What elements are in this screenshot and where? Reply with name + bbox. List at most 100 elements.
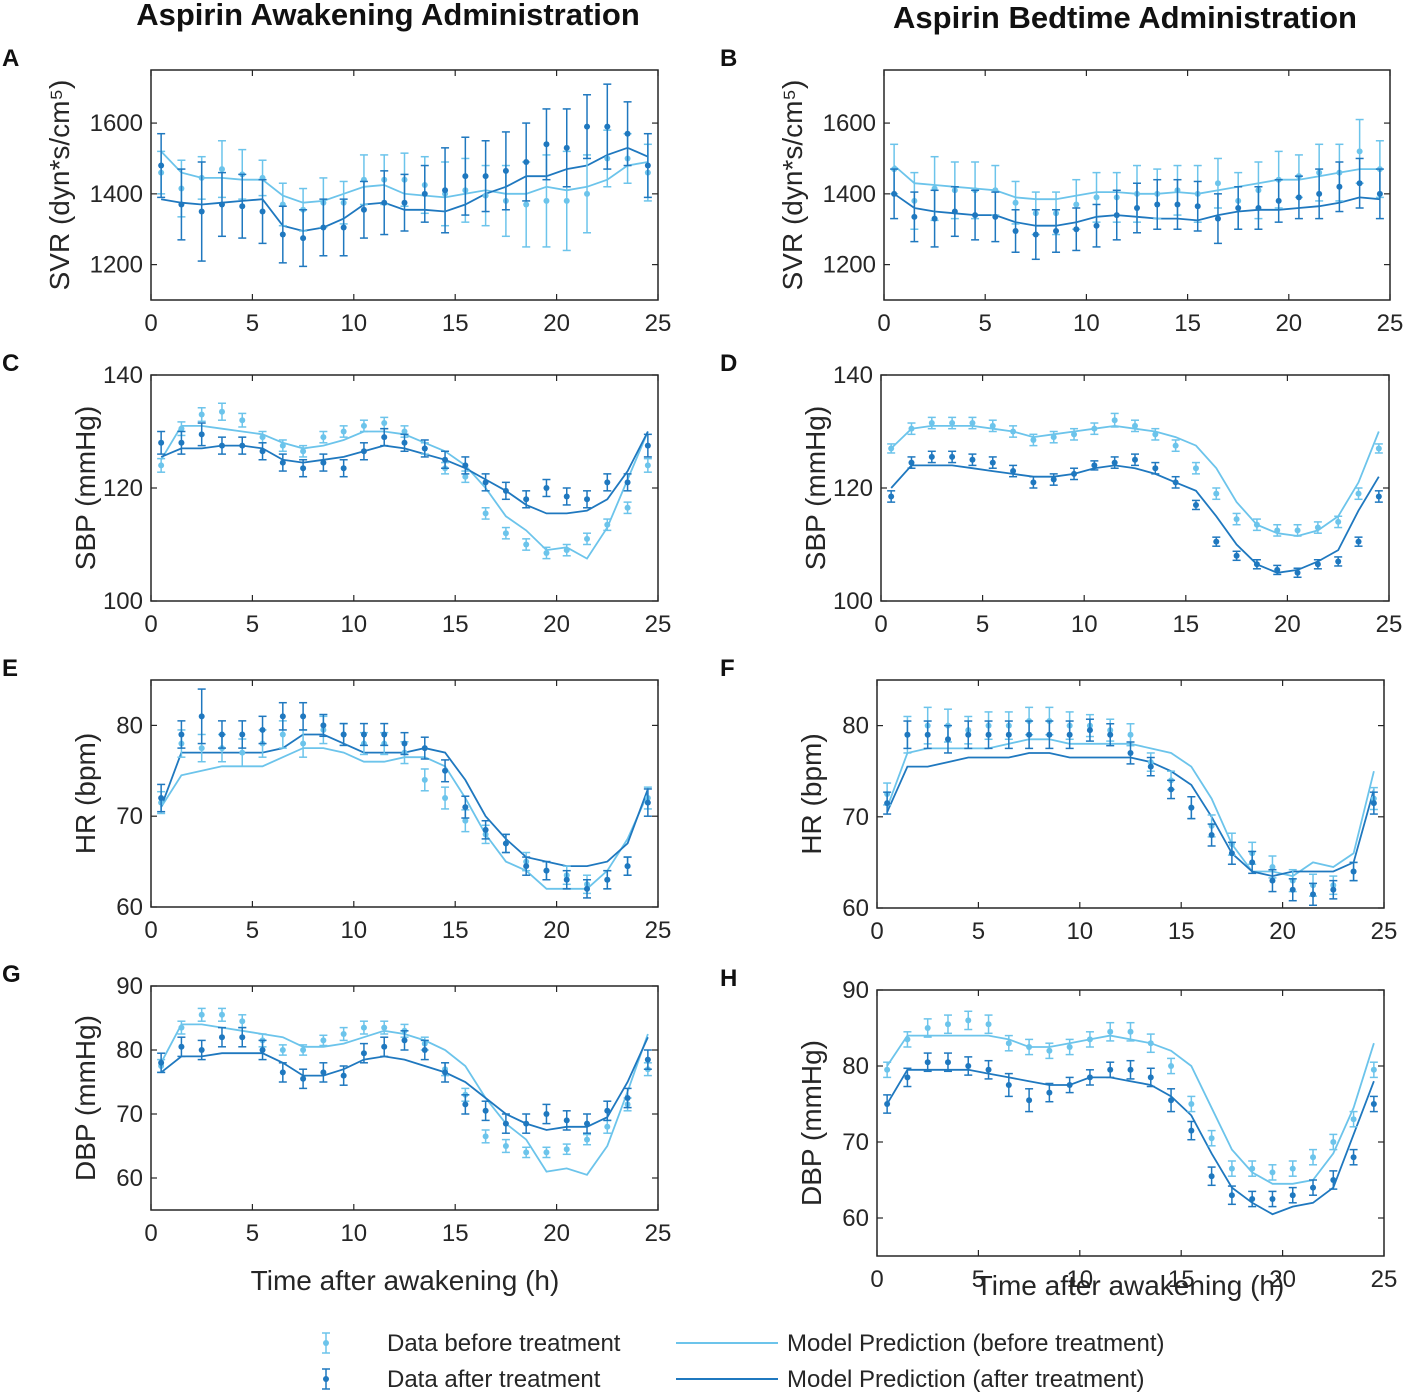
data-before-point — [178, 1024, 185, 1031]
data-after-point — [1336, 183, 1343, 190]
data-after-point — [523, 496, 530, 503]
y-tick-label: 100 — [833, 588, 873, 615]
data-before-point — [624, 504, 631, 511]
data-after-point — [1375, 493, 1382, 500]
y-axis-label: SBP (mmHg) — [70, 406, 101, 570]
data-after-point — [198, 208, 205, 215]
data-after-point — [462, 804, 469, 811]
axes-frame — [150, 69, 659, 301]
data-before-point — [523, 201, 530, 208]
data-after-point — [421, 1047, 428, 1053]
data-after-point — [1253, 561, 1260, 568]
data-before-point — [300, 1047, 307, 1053]
data-before-point — [1073, 201, 1080, 208]
data-after-point — [1053, 228, 1060, 234]
data-before-point — [1066, 1044, 1073, 1050]
data-before-point — [300, 740, 307, 747]
data-after-point — [320, 1069, 327, 1076]
data-after-point — [401, 1037, 408, 1044]
data-after-point — [1046, 731, 1053, 738]
data-after-point — [1269, 877, 1276, 884]
data-after-point — [888, 493, 895, 500]
data-after-point — [563, 1117, 570, 1124]
data-before-point — [604, 521, 611, 528]
data-before-point — [1208, 1135, 1215, 1142]
data-after-point — [911, 213, 918, 220]
model-line-before — [160, 747, 649, 890]
data-before-point — [1375, 445, 1382, 452]
x-tick-label: 20 — [1269, 1266, 1296, 1293]
x-tick-label: 5 — [246, 1220, 259, 1247]
axes-frame — [150, 374, 659, 602]
panel-A: A 0 5 10 15 20 25 1200 1400 1600 SVR (dyn*s/cm⁵) — [2, 45, 671, 337]
data-before-point — [584, 190, 591, 197]
data-before-point — [944, 1021, 951, 1028]
data-before-point — [462, 473, 469, 480]
y-tick-label: 80 — [842, 1053, 869, 1080]
data-before-point — [320, 434, 327, 441]
legend-point — [323, 1340, 329, 1346]
data-after-point — [158, 439, 165, 446]
data-after-point — [239, 1034, 246, 1041]
legend: Data before treatment Data after treatme… — [322, 1330, 1165, 1393]
data-after-point — [543, 141, 550, 148]
panel-letter-D: D — [720, 350, 737, 377]
data-after-point — [259, 726, 266, 733]
data-before-point — [442, 795, 449, 802]
legend-marker-data-before — [322, 1332, 330, 1354]
y-axis-label: HR (bpm) — [70, 733, 101, 854]
data-after-point — [624, 863, 631, 870]
data-before-point — [1253, 521, 1260, 528]
left-column-title: Aspirin Awakening Administration — [136, 0, 640, 32]
data-before-point — [1093, 194, 1100, 201]
data-after-point — [279, 459, 286, 466]
y-tick-label: 120 — [103, 475, 143, 502]
data-before-point — [1127, 731, 1134, 738]
data-before-point — [1214, 180, 1221, 187]
data-after-point — [279, 1069, 286, 1076]
data-after-point — [300, 1075, 307, 1082]
data-after-point — [944, 1059, 951, 1066]
panel-letter-H: H — [720, 965, 737, 992]
x-tick-label: 0 — [877, 310, 890, 337]
data-before-point — [1356, 148, 1363, 155]
data-after-point — [218, 442, 225, 449]
data-before-point — [259, 434, 266, 441]
data-after-point — [259, 1047, 266, 1053]
panel-letter-A: A — [2, 45, 19, 72]
data-after-point — [924, 731, 931, 738]
y-tick-label: 120 — [833, 475, 873, 502]
y-tick-label: 1600 — [90, 110, 143, 137]
data-after-point — [502, 1120, 509, 1127]
y-tick-label: 80 — [116, 712, 143, 739]
data-before-point — [1152, 431, 1159, 438]
data-before-point — [239, 1018, 246, 1025]
data-before-point — [421, 776, 428, 783]
legend-label-model-before: Model Prediction (before treatment) — [787, 1330, 1165, 1357]
data-before-point — [543, 549, 550, 556]
data-after-point — [401, 199, 408, 206]
data-after-point — [992, 213, 999, 220]
data-after-point — [259, 208, 266, 215]
x-tick-label: 5 — [246, 310, 259, 337]
data-before-point — [584, 535, 591, 542]
x-tick-label: 15 — [442, 310, 469, 337]
data-after-point — [604, 479, 611, 486]
data-after-point — [891, 190, 898, 197]
data-before-point — [563, 197, 570, 204]
x-tick-label: 5 — [976, 611, 989, 638]
legend-marker-data-after — [322, 1368, 330, 1390]
data-before-point — [1168, 1063, 1175, 1069]
data-before-point — [218, 166, 225, 173]
panel-letter-F: F — [720, 655, 735, 682]
data-after-point — [421, 445, 428, 452]
data-after-point — [1005, 1082, 1012, 1088]
x-tick-label: 10 — [340, 1220, 367, 1247]
y-tick-label: 80 — [842, 713, 869, 740]
x-tick-label: 5 — [246, 611, 259, 638]
data-after-point — [239, 442, 246, 449]
data-after-point — [965, 1063, 972, 1069]
data-after-point — [904, 1074, 911, 1081]
